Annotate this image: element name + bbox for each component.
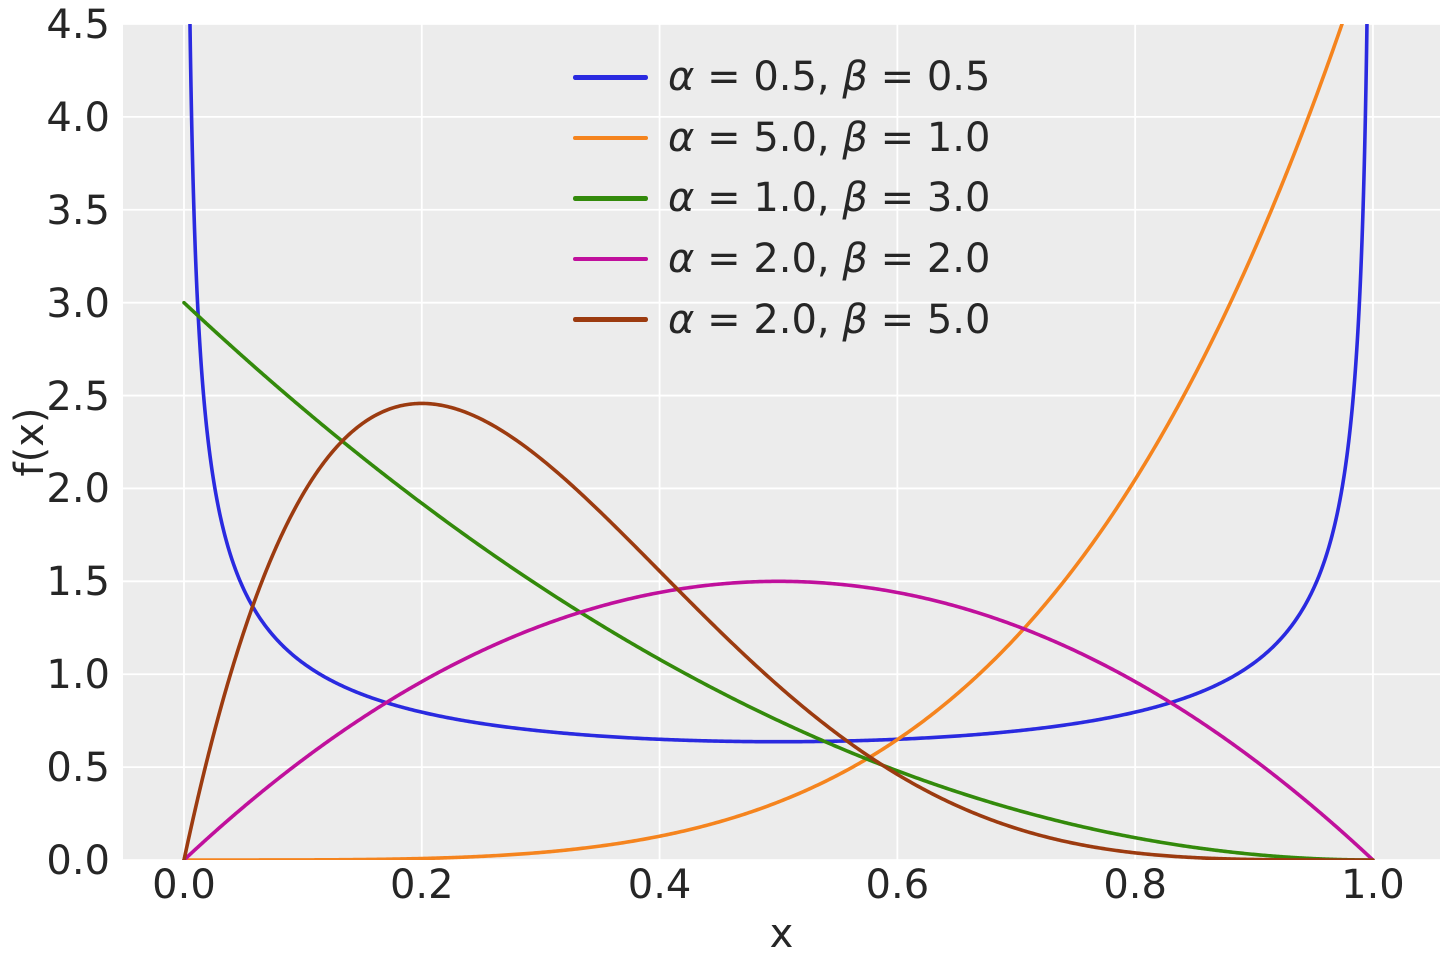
legend-label: α = 1.0, β = 3.0	[668, 175, 991, 222]
legend-row: α = 0.5, β = 0.5	[573, 47, 990, 108]
gridlines	[123, 24, 1440, 860]
plot-area	[123, 24, 1440, 860]
y-axis-label: f(x)	[7, 407, 53, 477]
legend-row: α = 2.0, β = 2.0	[573, 229, 990, 290]
y-tick-label-1.0: 1.0	[46, 652, 110, 699]
legend-label: α = 0.5, β = 0.5	[668, 54, 991, 101]
y-tick-label-4.5: 4.5	[46, 2, 110, 48]
legend-label: α = 2.0, β = 5.0	[668, 296, 991, 343]
x-tick-label-0.0: 0.0	[152, 862, 216, 908]
y-tick-label-1.5: 1.5	[46, 559, 110, 606]
chart-canvas	[123, 24, 1440, 860]
curve-alpha-1-beta-3	[182, 300, 1375, 860]
y-tick-label-4.0: 4.0	[46, 94, 110, 141]
legend-line-swatch	[573, 196, 648, 201]
y-tick-label-2.0: 2.0	[46, 466, 110, 513]
x-tick-label-0.6: 0.6	[865, 862, 930, 908]
legend-line-swatch	[573, 256, 648, 262]
y-tick-label-3.0: 3.0	[46, 280, 110, 327]
legend-line-swatch	[573, 317, 648, 322]
curves	[182, 24, 1375, 860]
y-tick-label-3.5: 3.5	[46, 187, 110, 234]
legend-label: α = 5.0, β = 1.0	[668, 114, 991, 161]
x-tick-label-0.2: 0.2	[389, 862, 454, 908]
x-axis-label: x	[769, 911, 794, 957]
y-tick-label-0.5: 0.5	[46, 745, 110, 792]
legend-label: α = 2.0, β = 2.0	[668, 236, 991, 283]
x-tick-label-0.4: 0.4	[627, 862, 692, 908]
curve-alpha-2-beta-5	[182, 401, 1375, 860]
legend-line-swatch	[573, 75, 648, 80]
curve-alpha-0.5-beta-0.5	[188, 24, 1369, 744]
y-tick-label-0.0: 0.0	[46, 838, 110, 884]
curve-alpha-2-beta-2	[182, 579, 1375, 860]
y-tick-label-2.5: 2.5	[46, 373, 110, 420]
x-tick-label-1.0: 1.0	[1341, 862, 1405, 908]
legend-row: α = 1.0, β = 3.0	[573, 168, 990, 229]
legend-row: α = 5.0, β = 1.0	[573, 108, 990, 169]
curve-alpha-5-beta-1	[182, 24, 1344, 860]
legend: α = 0.5, β = 0.5 α = 5.0, β = 1.0 α = 1.0,…	[573, 47, 990, 350]
legend-line-swatch	[573, 135, 648, 141]
legend-row: α = 2.0, β = 5.0	[573, 289, 990, 350]
x-tick-label-0.8: 0.8	[1103, 862, 1167, 908]
